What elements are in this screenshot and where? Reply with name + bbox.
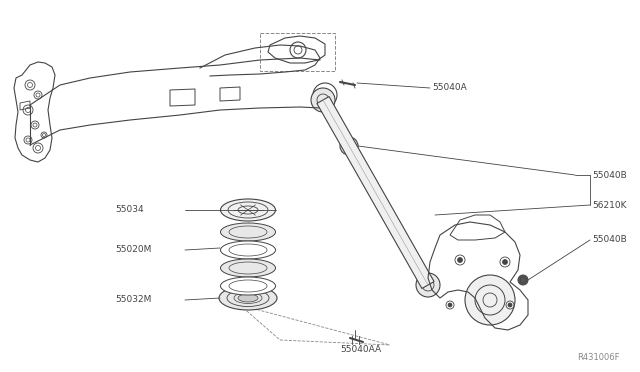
Ellipse shape	[221, 277, 275, 295]
Circle shape	[502, 260, 508, 264]
Polygon shape	[317, 97, 434, 288]
Text: 55040B: 55040B	[592, 170, 627, 180]
Circle shape	[465, 275, 515, 325]
Circle shape	[340, 137, 358, 155]
Text: 55040B: 55040B	[592, 235, 627, 244]
Ellipse shape	[221, 223, 275, 241]
Circle shape	[458, 257, 463, 263]
Circle shape	[311, 88, 335, 112]
Text: 55040AA: 55040AA	[340, 346, 381, 355]
Ellipse shape	[221, 241, 275, 259]
Text: 55032M: 55032M	[115, 295, 152, 305]
Ellipse shape	[238, 294, 258, 302]
Text: R431006F: R431006F	[577, 353, 620, 362]
Ellipse shape	[221, 199, 275, 221]
Text: 55040A: 55040A	[432, 83, 467, 93]
Bar	[260, 33, 335, 71]
Text: 55020M: 55020M	[115, 246, 152, 254]
Text: 55034: 55034	[115, 205, 143, 215]
Text: 56210K: 56210K	[592, 201, 627, 209]
Ellipse shape	[219, 286, 277, 310]
Circle shape	[416, 273, 440, 297]
Circle shape	[518, 275, 528, 285]
Circle shape	[508, 303, 512, 307]
Circle shape	[448, 303, 452, 307]
Ellipse shape	[221, 259, 275, 277]
